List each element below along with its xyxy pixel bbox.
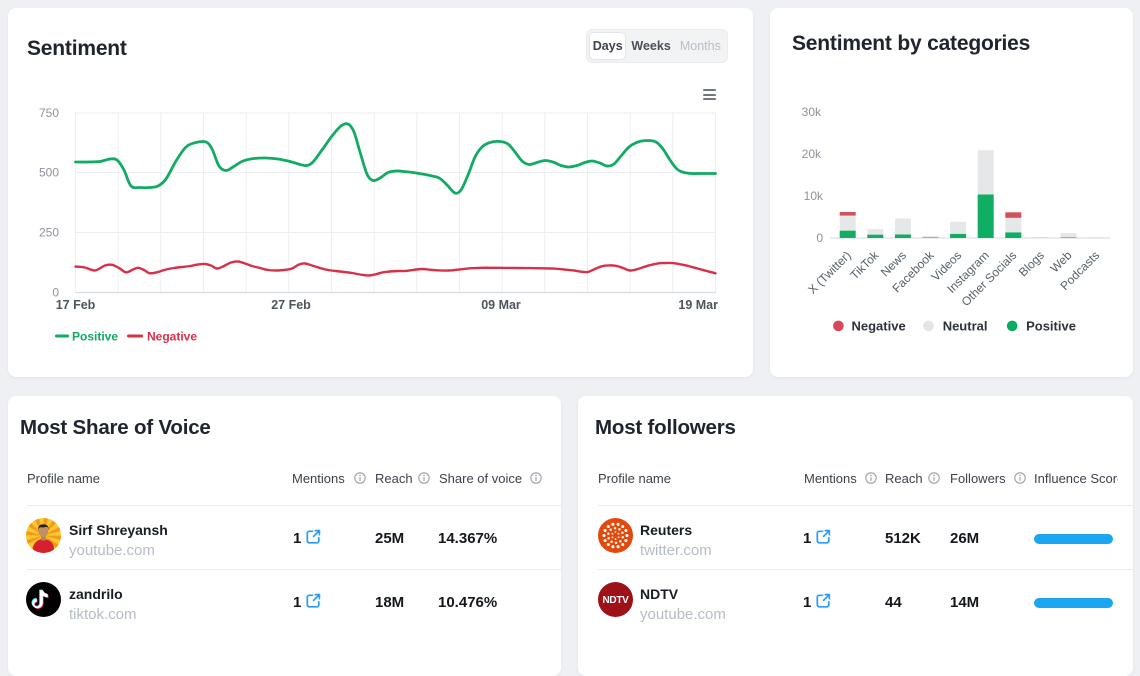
svg-text:500: 500 <box>39 166 59 180</box>
svg-text:17 Feb: 17 Feb <box>56 298 96 312</box>
svg-text:NDTV: NDTV <box>602 595 629 606</box>
svg-text:Blogs: Blogs <box>1016 248 1047 279</box>
svg-text:TikTok: TikTok <box>847 248 882 283</box>
svg-text:20k: 20k <box>802 147 822 161</box>
svg-text:Positive: Positive <box>72 330 118 344</box>
svg-text:0: 0 <box>816 231 823 245</box>
svg-text:30k: 30k <box>802 105 822 119</box>
svg-text:09 Mar: 09 Mar <box>481 298 521 312</box>
svg-text:750: 750 <box>39 106 59 120</box>
svg-text:Positive: Positive <box>1026 318 1076 333</box>
svg-text:Negative: Negative <box>147 330 197 344</box>
svg-text:Neutral: Neutral <box>943 318 988 333</box>
svg-text:19 Mar: 19 Mar <box>678 298 718 312</box>
svg-text:27 Feb: 27 Feb <box>271 298 311 312</box>
svg-text:250: 250 <box>39 226 59 240</box>
svg-text:Negative: Negative <box>852 318 906 333</box>
svg-text:10k: 10k <box>804 189 824 203</box>
